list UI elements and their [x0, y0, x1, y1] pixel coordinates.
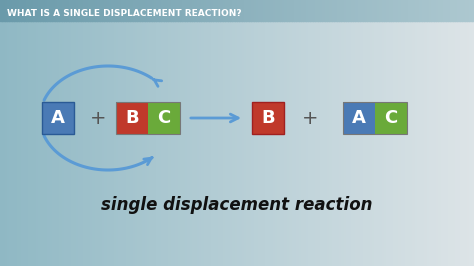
Bar [148, 102, 180, 134]
Bar [252, 102, 284, 134]
Text: C: C [384, 109, 398, 127]
Text: B: B [261, 109, 275, 127]
Text: +: + [302, 109, 318, 127]
Bar [375, 102, 407, 134]
Bar [42, 102, 74, 134]
Text: +: + [90, 109, 106, 127]
Bar [343, 102, 375, 134]
Bar [116, 102, 180, 134]
Text: single displacement reaction: single displacement reaction [101, 196, 373, 214]
Text: C: C [157, 109, 171, 127]
Text: B: B [125, 109, 139, 127]
Text: A: A [51, 109, 65, 127]
Text: A: A [352, 109, 366, 127]
Bar [343, 102, 407, 134]
Bar [116, 102, 148, 134]
Text: WHAT IS A SINGLE DISPLACEMENT REACTION?: WHAT IS A SINGLE DISPLACEMENT REACTION? [7, 9, 242, 18]
